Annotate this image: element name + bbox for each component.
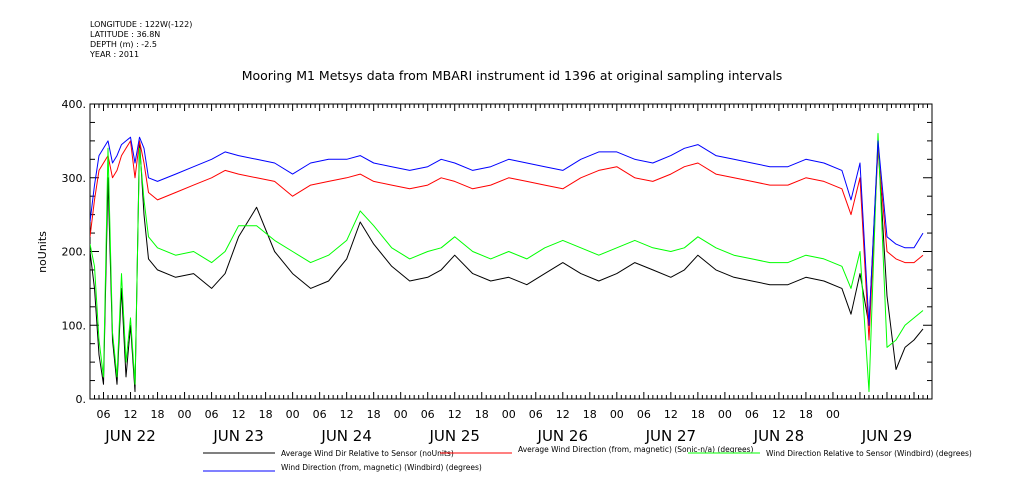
x-tick-label: 06 [637, 408, 651, 421]
y-tick-label: 100. [62, 319, 87, 332]
x-tick-label: 18 [475, 408, 489, 421]
y-tick-label: 400. [62, 98, 87, 111]
x-tick-label: 18 [583, 408, 597, 421]
y-tick-label: 0. [76, 393, 87, 406]
chart-title: Mooring M1 Metsys data from MBARI instru… [242, 68, 783, 83]
series-line-2 [90, 133, 924, 393]
x-tick-label: 00 [178, 408, 192, 421]
station-metadata: LONGITUDE : 122W(-122) LATITUDE : 36.8N … [90, 20, 192, 60]
series-line-3 [90, 136, 924, 326]
x-tick-label: 12 [124, 408, 138, 421]
x-tick-label: 06 [97, 408, 111, 421]
x-tick-label: 18 [799, 408, 813, 421]
x-tick-label: 00 [826, 408, 840, 421]
x-tick-label: 06 [745, 408, 759, 421]
y-axis-label: noUnits [36, 231, 49, 273]
day-label: JUN 24 [320, 427, 371, 445]
x-tick-label: 12 [232, 408, 246, 421]
day-label: JUN 25 [428, 427, 479, 445]
year-label: YEAR : 2011 [90, 50, 140, 59]
legend-label-1: Average Wind Direction (from, magnetic) … [518, 445, 754, 454]
x-tick-label: 00 [502, 408, 516, 421]
legend-label-0: Average Wind Dir Relative to Sensor (noU… [281, 449, 454, 458]
x-tick-label: 00 [718, 408, 732, 421]
x-tick-label: 12 [556, 408, 570, 421]
plot-frame [89, 103, 933, 400]
day-label: JUN 22 [104, 427, 155, 445]
x-tick-label: 00 [286, 408, 300, 421]
x-tick-label: 18 [151, 408, 165, 421]
latitude-label: LATITUDE : 36.8N [90, 30, 161, 39]
x-tick-label: 00 [394, 408, 408, 421]
y-tick-label: 300. [62, 172, 87, 185]
depth-label: DEPTH (m) : -2.5 [90, 40, 157, 49]
series-line-1 [90, 140, 924, 341]
x-tick-label: 12 [448, 408, 462, 421]
y-tick-label: 200. [62, 246, 87, 259]
legend-label-2: Wind Direction Relative to Sensor (Windb… [766, 449, 972, 458]
x-tick-label: 00 [610, 408, 624, 421]
day-label: JUN 29 [861, 427, 912, 445]
x-tick-label: 06 [529, 408, 543, 421]
legend-label-3: Wind Direction (from, magnetic) (Windbir… [281, 463, 482, 472]
x-tick-label: 12 [664, 408, 678, 421]
x-tick-label: 12 [340, 408, 354, 421]
x-tick-label: 06 [313, 408, 327, 421]
x-tick-label: 18 [259, 408, 273, 421]
day-label: JUN 28 [753, 427, 804, 445]
day-label: JUN 23 [212, 427, 263, 445]
longitude-label: LONGITUDE : 122W(-122) [90, 20, 193, 29]
day-label: JUN 26 [537, 427, 588, 445]
x-tick-label: 06 [205, 408, 219, 421]
x-tick-label: 18 [367, 408, 381, 421]
x-tick-label: 06 [421, 408, 435, 421]
x-tick-label: 18 [691, 408, 705, 421]
day-label: JUN 27 [645, 427, 696, 445]
x-tick-label: 12 [772, 408, 786, 421]
